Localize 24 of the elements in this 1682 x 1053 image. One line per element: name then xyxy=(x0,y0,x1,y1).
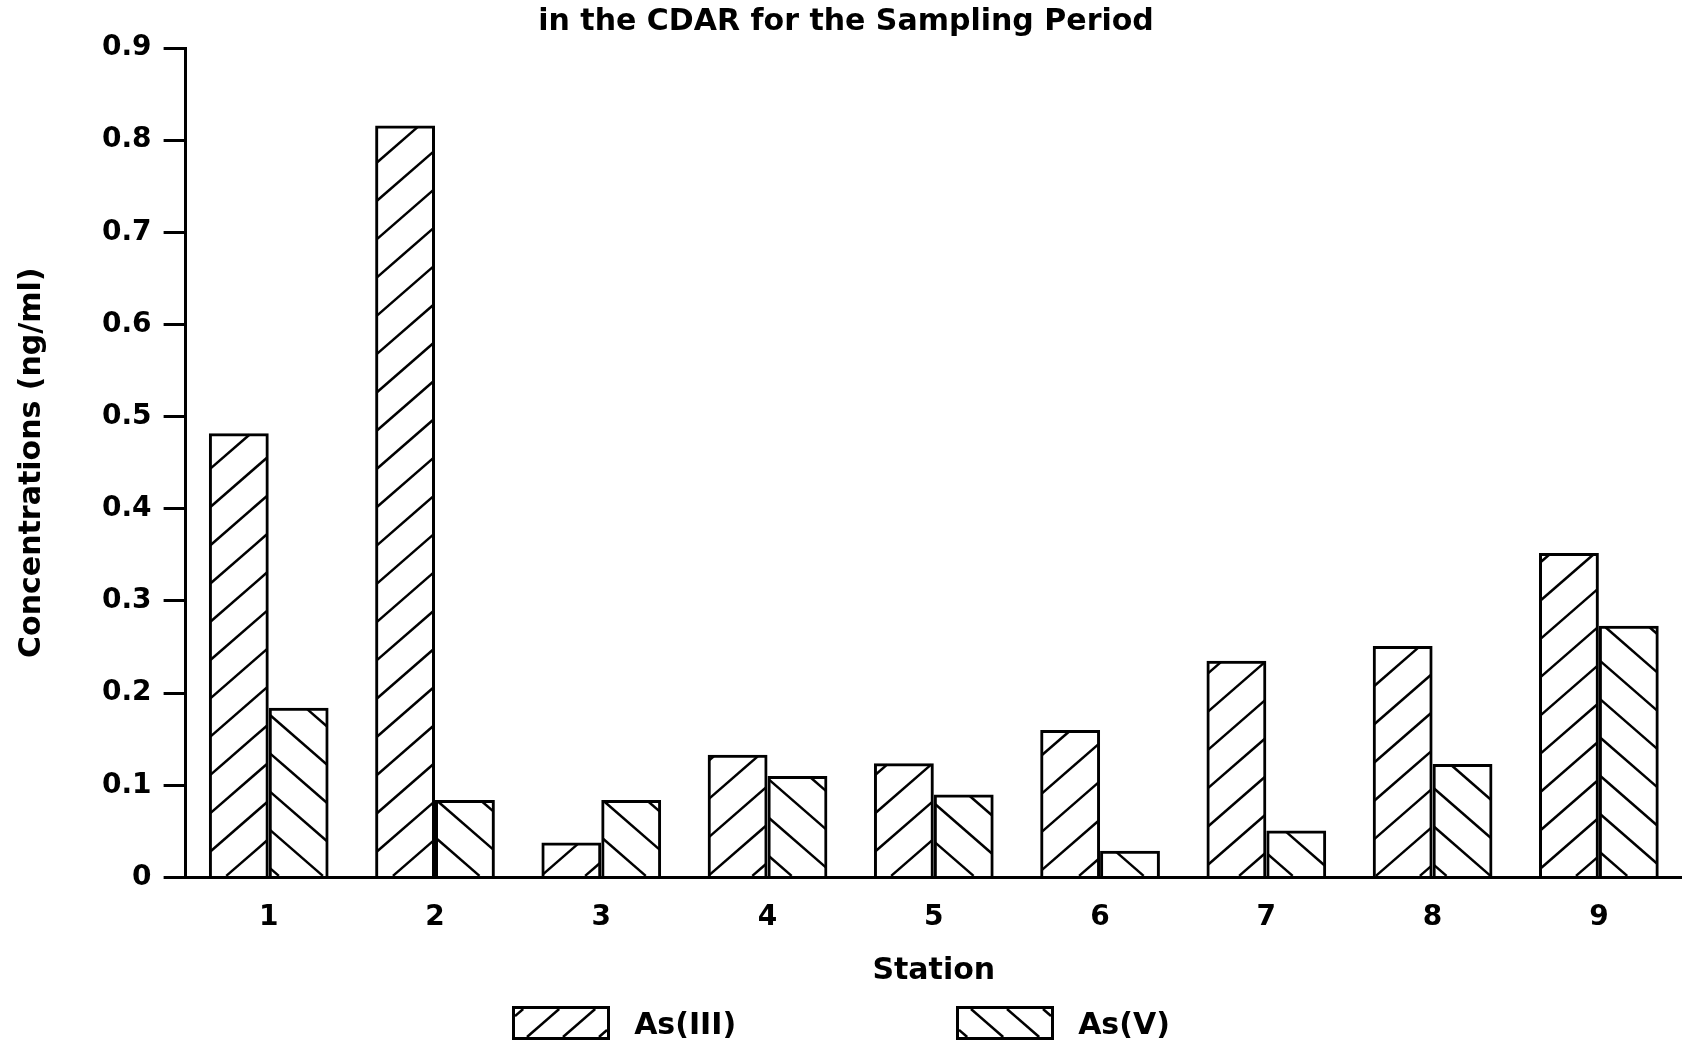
y-tick-label: 0.2 xyxy=(101,674,152,708)
x-tick-label: 6 xyxy=(1090,899,1110,933)
x-tick-label: 4 xyxy=(757,899,778,933)
y-tick-label: 0.9 xyxy=(101,29,152,63)
y-tick-label: 0.7 xyxy=(101,213,152,247)
y-tick-label: 0.1 xyxy=(101,766,152,800)
y-tick-label: 0.6 xyxy=(101,305,152,339)
x-tick-label: 2 xyxy=(425,899,445,933)
x-tick-label: 9 xyxy=(1589,899,1609,933)
chart-title: in the CDAR for the Sampling Period xyxy=(538,1,1154,37)
y-axis-title: Concentrations (ng/ml) xyxy=(11,267,47,658)
y-tick-label: 0.4 xyxy=(101,490,152,524)
y-tick-label: 0.8 xyxy=(101,121,152,155)
y-tick-label: 0.5 xyxy=(101,397,152,431)
y-tick-label: 0 xyxy=(132,858,152,892)
x-axis-title: Station xyxy=(872,950,996,986)
legend-label: As(V) xyxy=(1078,1005,1170,1041)
x-tick-label: 8 xyxy=(1422,899,1443,933)
x-tick-label: 3 xyxy=(591,899,612,933)
x-tick-label: 1 xyxy=(258,899,279,933)
legend-label: As(III) xyxy=(634,1005,737,1041)
x-tick-label: 5 xyxy=(924,899,944,933)
x-tick-label: 7 xyxy=(1256,899,1277,933)
y-tick-label: 0.3 xyxy=(101,582,152,616)
